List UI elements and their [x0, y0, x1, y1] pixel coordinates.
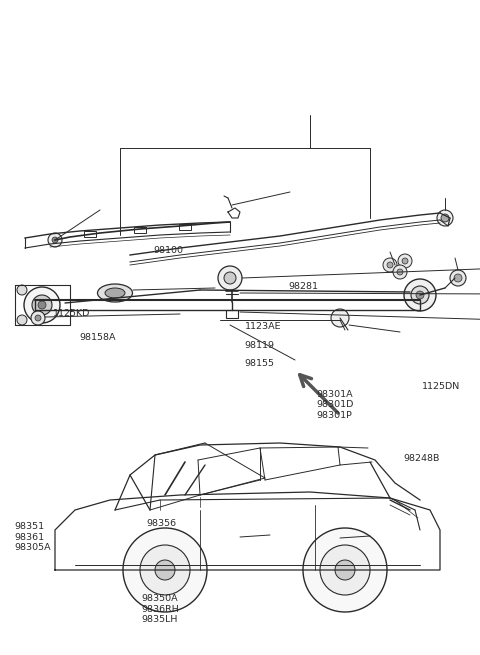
Circle shape	[38, 301, 46, 309]
Text: 98158A: 98158A	[79, 333, 116, 342]
Circle shape	[393, 265, 407, 279]
Circle shape	[123, 528, 207, 612]
Circle shape	[398, 254, 412, 268]
Circle shape	[411, 286, 429, 304]
Text: 98100: 98100	[154, 246, 183, 255]
Circle shape	[303, 528, 387, 612]
Circle shape	[331, 309, 349, 327]
Text: 98119: 98119	[245, 341, 275, 350]
Circle shape	[397, 269, 403, 275]
Text: 1125DN: 1125DN	[422, 382, 461, 391]
Circle shape	[48, 233, 62, 247]
Text: 98356: 98356	[146, 519, 177, 529]
Circle shape	[52, 237, 58, 243]
Bar	[179, 224, 191, 230]
Circle shape	[404, 279, 436, 311]
Circle shape	[140, 545, 190, 595]
Bar	[134, 227, 146, 233]
Circle shape	[383, 258, 397, 272]
Text: 1125KD: 1125KD	[53, 309, 90, 318]
Ellipse shape	[105, 288, 125, 298]
Bar	[84, 231, 96, 237]
Circle shape	[441, 214, 449, 222]
Text: 98351
98361
98305A: 98351 98361 98305A	[14, 522, 51, 552]
Circle shape	[17, 315, 27, 325]
Text: 98248B: 98248B	[403, 454, 440, 463]
Text: 1123AE: 1123AE	[245, 322, 281, 331]
Circle shape	[155, 560, 175, 580]
Text: 98281: 98281	[288, 282, 318, 291]
Circle shape	[454, 274, 462, 282]
Circle shape	[335, 560, 355, 580]
Circle shape	[17, 285, 27, 295]
Bar	[226, 310, 238, 318]
Circle shape	[31, 311, 45, 325]
Circle shape	[402, 258, 408, 264]
Circle shape	[218, 266, 242, 290]
Circle shape	[320, 545, 370, 595]
Circle shape	[224, 272, 236, 284]
Ellipse shape	[97, 284, 132, 302]
Circle shape	[437, 210, 453, 226]
Circle shape	[24, 287, 60, 323]
Circle shape	[416, 291, 424, 299]
Circle shape	[450, 270, 466, 286]
Text: 98155: 98155	[245, 359, 275, 368]
Circle shape	[387, 262, 393, 268]
Text: 98301A
98301D
98301P: 98301A 98301D 98301P	[317, 390, 354, 420]
Circle shape	[35, 315, 41, 321]
Circle shape	[32, 295, 52, 315]
Text: 98350A
9836RH
9835LH: 98350A 9836RH 9835LH	[142, 594, 180, 624]
